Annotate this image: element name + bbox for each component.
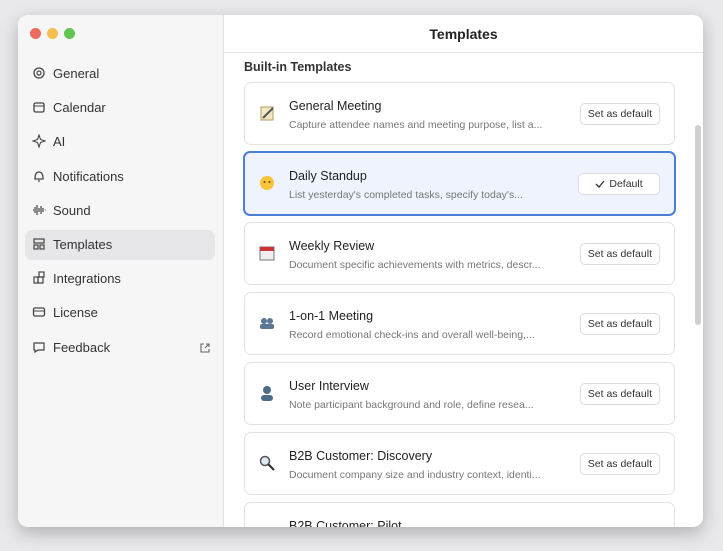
sidebar-icon xyxy=(33,204,46,215)
template-name: B2B Customer: Pilot xyxy=(289,519,402,527)
template-name: General Meeting xyxy=(289,99,382,113)
default-button[interactable]: Set as default xyxy=(579,103,660,125)
close-button[interactable] xyxy=(30,28,41,39)
template-icon xyxy=(260,176,274,190)
default-button[interactable]: Set as default xyxy=(579,383,660,405)
template-description: Document specific achievements with metr… xyxy=(289,259,541,271)
sidebar-item[interactable]: Calendar xyxy=(25,93,215,123)
button-label: Set as default xyxy=(587,108,652,120)
template-card[interactable]: B2B Customer: Discovery Document company … xyxy=(244,432,675,495)
template-icon xyxy=(259,455,275,471)
sidebar-label: Integrations xyxy=(53,271,121,287)
header-title: Templates xyxy=(429,26,498,42)
sidebar-item[interactable]: Notifications xyxy=(25,162,215,192)
sidebar-label: General xyxy=(53,66,100,81)
sidebar-label: Feedback xyxy=(53,339,111,355)
template-card[interactable]: General Meeting Capture attendee names an… xyxy=(244,82,675,145)
default-button[interactable]: Set as default xyxy=(579,243,660,265)
sidebar-icon xyxy=(32,307,46,318)
template-name: Daily Standup xyxy=(289,169,367,183)
template-icon xyxy=(260,106,274,121)
sidebar: General Calendar AI Notifications Sound Templ… xyxy=(18,15,224,527)
button-label: Set as default xyxy=(587,318,652,330)
sidebar-icon xyxy=(33,102,45,113)
external-link-icon xyxy=(200,343,210,353)
template-card[interactable]: Weekly Review Document specific achieveme… xyxy=(244,222,675,285)
template-icon xyxy=(259,246,275,261)
template-name: User Interview xyxy=(289,379,369,393)
default-button[interactable]: Set as default xyxy=(579,453,660,475)
check-icon xyxy=(595,180,605,188)
template-description: Note participant background and role, de… xyxy=(289,399,534,411)
sidebar-item[interactable]: Templates xyxy=(25,230,215,260)
template-card[interactable]: B2B Customer: Pilot xyxy=(244,502,675,527)
button-label: Set as default xyxy=(587,388,652,400)
template-card[interactable]: Daily Standup List yesterday's completed … xyxy=(243,151,676,216)
sidebar-icon xyxy=(34,170,44,182)
sidebar-label: Templates xyxy=(53,237,113,252)
template-icon xyxy=(261,386,273,401)
sidebar-item[interactable]: AI xyxy=(25,127,215,157)
section-title: Built-in Templates xyxy=(244,60,352,74)
template-description: List yesterday's completed tasks, specif… xyxy=(289,189,523,201)
sidebar-icon xyxy=(33,238,45,250)
sidebar-item[interactable]: Feedback xyxy=(25,333,215,363)
sidebar-label: Notifications xyxy=(53,168,124,184)
button-label: Default xyxy=(609,178,643,190)
button-label: Set as default xyxy=(587,458,652,470)
template-icon xyxy=(260,318,274,329)
sidebar-label: Sound xyxy=(53,202,91,218)
sidebar-icon xyxy=(33,67,45,79)
sidebar-label: AI xyxy=(53,134,66,150)
sidebar-label: Calendar xyxy=(53,100,106,116)
sidebar-icon xyxy=(33,341,45,353)
default-button[interactable]: Default xyxy=(578,173,660,195)
template-icon xyxy=(259,525,275,527)
template-description: Record emotional check-ins and overall w… xyxy=(289,329,535,341)
default-button[interactable]: Set as default xyxy=(579,313,660,335)
template-name: B2B Customer: Discovery xyxy=(289,449,433,463)
sidebar-item[interactable]: Integrations xyxy=(25,264,215,294)
template-name: 1-on-1 Meeting xyxy=(289,309,374,323)
template-description: Capture attendee names and meeting purpo… xyxy=(289,119,543,131)
sidebar-item[interactable]: General xyxy=(25,59,215,89)
template-card[interactable]: 1-on-1 Meeting Record emotional check-ins… xyxy=(244,292,675,355)
template-description: Document company size and industry conte… xyxy=(289,469,541,481)
zoom-button[interactable] xyxy=(64,28,75,39)
template-card[interactable]: User Interview Note participant backgroun… xyxy=(244,362,675,425)
sidebar-label: License xyxy=(53,305,98,321)
template-name: Weekly Review xyxy=(289,239,375,253)
button-label: Set as default xyxy=(587,248,652,260)
sidebar-icon xyxy=(32,134,46,149)
minimize-button[interactable] xyxy=(47,28,58,39)
sidebar-icon xyxy=(33,271,45,284)
sidebar-item[interactable]: License xyxy=(25,298,215,328)
scrollbar[interactable] xyxy=(695,125,701,325)
window: General Calendar AI Notifications Sound Templ… xyxy=(18,15,703,527)
header: Templates xyxy=(224,15,703,53)
sidebar-item[interactable]: Sound xyxy=(25,196,215,226)
